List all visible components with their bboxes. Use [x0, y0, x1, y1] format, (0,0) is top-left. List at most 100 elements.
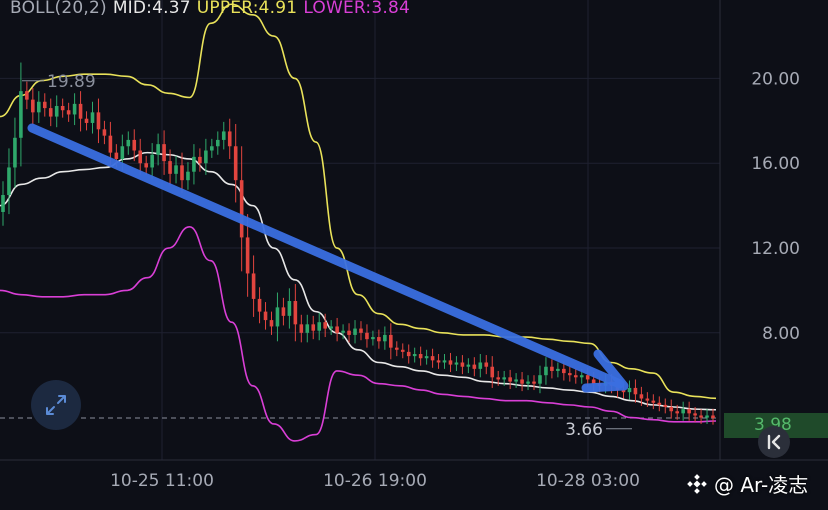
candle-body	[573, 375, 578, 378]
candle	[442, 354, 447, 369]
candle	[490, 356, 495, 388]
watermark-text: @ Ar-凌志	[714, 473, 809, 497]
candle-body	[556, 368, 560, 371]
candle	[245, 214, 250, 297]
candle	[90, 101, 95, 134]
candle	[180, 152, 184, 193]
x-tick-label: 10-26 19:00	[323, 471, 427, 491]
candle-body	[669, 407, 674, 412]
candle	[532, 375, 536, 391]
candle-body	[317, 322, 322, 331]
candle-body	[198, 156, 202, 164]
candle-body	[687, 409, 691, 414]
candle	[1, 181, 5, 226]
candle-body	[359, 328, 363, 333]
candle	[281, 297, 286, 326]
candle	[394, 341, 399, 357]
candle	[454, 356, 459, 371]
candle	[699, 409, 703, 424]
candle-body	[168, 161, 172, 174]
candle-body	[7, 167, 11, 196]
candle	[466, 358, 471, 374]
price-markers: 19.89 3.66	[22, 72, 632, 440]
candle-body	[418, 354, 423, 359]
candle-body	[353, 328, 357, 335]
trend-arrow-head	[581, 349, 629, 393]
candle-body	[621, 390, 626, 393]
candle-body	[144, 163, 148, 168]
scroll-latest-button[interactable]	[758, 426, 790, 458]
candle-body	[269, 320, 274, 327]
y-tick-label: 16.00	[751, 154, 800, 174]
candle-body	[138, 150, 143, 164]
candle-body	[60, 105, 65, 111]
candle	[645, 392, 650, 408]
candle-body	[478, 362, 483, 369]
candle	[25, 81, 29, 110]
candle-body	[645, 398, 650, 401]
candle	[526, 375, 530, 391]
candle	[406, 344, 411, 364]
candle-body	[657, 402, 662, 405]
candle-body	[532, 381, 536, 384]
candle	[174, 155, 178, 184]
candle	[317, 312, 322, 341]
candle	[651, 394, 656, 410]
y-tick-label: 12.00	[751, 239, 800, 259]
candle	[54, 95, 59, 128]
candle	[472, 357, 477, 377]
candle-body	[627, 387, 632, 393]
candle	[84, 111, 89, 131]
candle-body	[323, 322, 327, 329]
candle	[383, 326, 387, 350]
candle-body	[514, 379, 518, 382]
candle-body	[192, 156, 196, 172]
candle-body	[293, 301, 298, 325]
candle-body	[448, 360, 453, 365]
candle	[299, 314, 304, 343]
mid-band-line	[0, 151, 717, 411]
candle-body	[215, 139, 220, 147]
candle-body	[406, 351, 411, 357]
candle-body	[579, 375, 584, 378]
candle	[269, 311, 274, 335]
candle-body	[365, 332, 369, 340]
candle-body	[711, 415, 715, 419]
candle	[102, 120, 107, 145]
candle-body	[496, 377, 501, 380]
lower-value: LOWER:3.84	[303, 0, 410, 18]
candle-body	[114, 152, 119, 159]
chevron-back-icon	[767, 434, 781, 450]
x-tick-label: 10-28 03:00	[536, 471, 640, 491]
candle	[162, 130, 166, 175]
expand-button[interactable]	[31, 380, 81, 430]
expand-arrows-icon	[46, 395, 66, 415]
candle	[138, 138, 143, 175]
candle-body	[430, 356, 435, 361]
upper-band-line	[0, 3, 717, 400]
candle	[293, 284, 298, 342]
candle-body	[84, 118, 89, 123]
candle-body	[705, 415, 709, 418]
candle	[60, 98, 65, 118]
candle	[42, 93, 47, 117]
candle	[7, 148, 11, 215]
candle-body	[454, 362, 459, 365]
candle-body	[13, 137, 17, 168]
candle	[341, 324, 345, 340]
candle-body	[335, 326, 339, 333]
candle-body	[275, 307, 280, 327]
candle	[96, 98, 101, 144]
candle	[287, 288, 292, 329]
candle-body	[227, 131, 232, 147]
candle-body	[180, 165, 184, 181]
candle-body	[311, 324, 316, 331]
candle	[19, 62, 23, 167]
candle-body	[120, 146, 125, 159]
candle-body	[299, 324, 304, 333]
candle	[639, 386, 644, 406]
candle-body	[102, 129, 107, 136]
candle-body	[568, 373, 572, 376]
indicator-header: BOLL(20,2) MID:4.37 UPPER:4.91 LOWER:3.84	[10, 0, 416, 18]
candle	[251, 255, 256, 317]
